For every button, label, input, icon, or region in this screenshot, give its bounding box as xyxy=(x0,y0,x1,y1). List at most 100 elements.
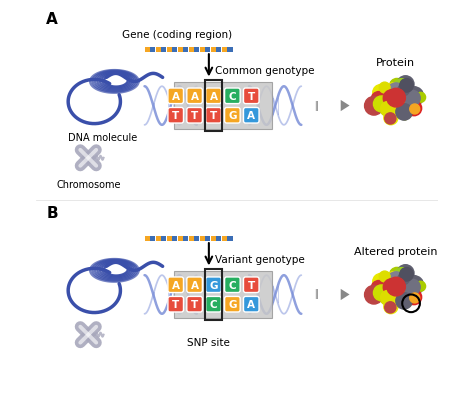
Circle shape xyxy=(382,95,394,107)
Circle shape xyxy=(396,290,412,306)
Bar xyxy=(316,101,317,111)
Circle shape xyxy=(407,290,422,305)
FancyBboxPatch shape xyxy=(206,89,221,104)
Bar xyxy=(316,290,317,300)
Circle shape xyxy=(396,101,412,117)
Bar xyxy=(167,236,172,241)
Circle shape xyxy=(393,93,404,103)
Text: DNA molecule: DNA molecule xyxy=(68,132,137,142)
Text: T: T xyxy=(210,111,217,121)
Bar xyxy=(316,290,317,300)
Circle shape xyxy=(398,287,404,294)
Bar xyxy=(211,48,216,53)
Circle shape xyxy=(387,286,397,296)
Bar xyxy=(172,236,177,241)
Circle shape xyxy=(392,284,406,298)
Bar xyxy=(317,290,318,300)
Text: T: T xyxy=(172,111,179,121)
Bar xyxy=(155,236,161,241)
Bar xyxy=(316,290,318,300)
FancyBboxPatch shape xyxy=(244,89,259,104)
Circle shape xyxy=(395,105,403,113)
Bar xyxy=(194,236,200,241)
Bar xyxy=(316,290,317,300)
Text: Variant genotype: Variant genotype xyxy=(215,255,305,265)
Circle shape xyxy=(381,102,394,116)
Bar xyxy=(150,48,155,53)
Circle shape xyxy=(373,274,389,290)
Bar xyxy=(315,101,317,111)
Circle shape xyxy=(398,293,406,301)
Bar xyxy=(183,236,188,241)
Circle shape xyxy=(401,303,408,309)
Bar xyxy=(183,48,188,53)
Circle shape xyxy=(403,85,413,95)
Text: C: C xyxy=(210,300,217,310)
FancyBboxPatch shape xyxy=(187,277,202,293)
Bar xyxy=(189,48,194,53)
FancyBboxPatch shape xyxy=(187,108,202,124)
Circle shape xyxy=(397,96,404,103)
Bar xyxy=(316,101,317,111)
FancyBboxPatch shape xyxy=(225,108,240,124)
Circle shape xyxy=(383,292,391,299)
Circle shape xyxy=(407,101,422,116)
FancyBboxPatch shape xyxy=(187,297,202,312)
Circle shape xyxy=(383,92,403,111)
Bar xyxy=(161,48,166,53)
Bar xyxy=(222,236,227,241)
Circle shape xyxy=(410,105,419,115)
Text: T: T xyxy=(191,111,198,121)
Bar xyxy=(211,236,216,241)
Circle shape xyxy=(374,285,389,301)
Circle shape xyxy=(416,282,426,292)
Bar xyxy=(316,101,317,111)
Circle shape xyxy=(387,97,397,107)
Circle shape xyxy=(391,283,397,289)
Text: T: T xyxy=(247,280,255,290)
Circle shape xyxy=(376,85,392,101)
Circle shape xyxy=(396,104,412,121)
Circle shape xyxy=(383,91,401,108)
Circle shape xyxy=(393,79,410,97)
Bar xyxy=(316,290,317,300)
FancyBboxPatch shape xyxy=(244,297,259,312)
Circle shape xyxy=(365,286,383,304)
FancyBboxPatch shape xyxy=(168,108,183,124)
Text: A: A xyxy=(210,91,218,101)
Text: A: A xyxy=(172,280,180,290)
Text: C: C xyxy=(228,280,236,290)
FancyBboxPatch shape xyxy=(206,108,221,124)
Circle shape xyxy=(382,283,394,295)
Text: SNP site: SNP site xyxy=(187,337,230,347)
Circle shape xyxy=(393,105,400,111)
Circle shape xyxy=(394,98,410,113)
Bar xyxy=(205,81,222,132)
Bar xyxy=(316,101,317,111)
FancyBboxPatch shape xyxy=(168,277,183,293)
Bar xyxy=(145,236,150,241)
Bar xyxy=(316,101,318,111)
Circle shape xyxy=(398,294,412,308)
Bar xyxy=(316,101,317,111)
Circle shape xyxy=(387,89,405,108)
Circle shape xyxy=(387,272,404,289)
Circle shape xyxy=(396,293,412,309)
Text: Common genotype: Common genotype xyxy=(215,66,314,76)
Text: T: T xyxy=(172,300,179,310)
Circle shape xyxy=(390,268,404,282)
Bar xyxy=(317,290,318,300)
Circle shape xyxy=(398,273,410,285)
Circle shape xyxy=(384,275,401,292)
Circle shape xyxy=(387,272,399,284)
Text: Protein: Protein xyxy=(376,58,415,68)
Circle shape xyxy=(397,95,412,111)
Circle shape xyxy=(402,279,414,291)
Bar xyxy=(150,236,155,241)
Circle shape xyxy=(400,268,413,282)
Circle shape xyxy=(392,108,401,117)
Text: G: G xyxy=(228,111,237,121)
Circle shape xyxy=(384,91,399,105)
Circle shape xyxy=(379,271,390,282)
Circle shape xyxy=(416,93,426,103)
